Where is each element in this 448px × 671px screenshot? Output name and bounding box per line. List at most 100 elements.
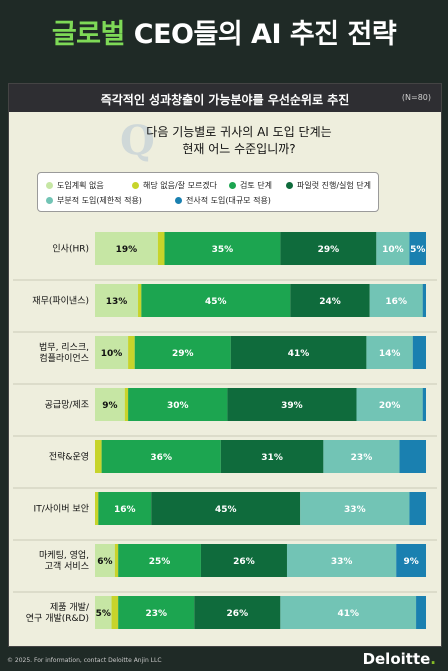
data-label: 23% xyxy=(145,609,167,619)
data-label: 20% xyxy=(379,401,401,411)
legend-swatch xyxy=(46,182,53,189)
bar-segment xyxy=(164,232,281,265)
legend-label: 도입계획 없음 xyxy=(57,181,104,190)
question-mark-icon: Q xyxy=(120,117,155,164)
bar-segment xyxy=(128,336,135,369)
bar-segment xyxy=(369,284,423,317)
bar-segment xyxy=(134,336,231,369)
chart-legend: 도입계획 없음 해당 없음/잘 모르겠다 검토 단계 파일럿 진행/실험 단계 … xyxy=(37,172,379,212)
page-title: 글로벌 CEO들의 AI 추진 전략 xyxy=(0,12,448,51)
bar-segment xyxy=(399,440,426,473)
title-highlight: 글로벌 xyxy=(51,19,126,50)
logo-dot: . xyxy=(430,650,436,668)
bar-segment xyxy=(141,284,291,317)
bar-segment xyxy=(151,492,301,525)
data-label: 10% xyxy=(382,245,404,255)
legend-swatch xyxy=(132,182,139,189)
category-label: 재무(파이낸스) xyxy=(32,296,89,307)
bar-segment xyxy=(128,388,228,421)
bar-segment xyxy=(323,440,400,473)
data-label: 33% xyxy=(344,505,366,515)
sample-size: (N=80) xyxy=(401,93,431,102)
legend-item: 해당 없음/잘 모르겠다 xyxy=(132,180,217,191)
bar-segment xyxy=(409,232,426,265)
bar-segment xyxy=(412,336,426,369)
bar-segment xyxy=(416,596,426,629)
bar-segment xyxy=(98,492,152,525)
data-label: 26% xyxy=(233,557,255,567)
bar-segment xyxy=(111,596,119,629)
bar-segment xyxy=(366,336,413,369)
bar-segment xyxy=(396,544,426,577)
category-label: 공급망/제조 xyxy=(45,400,89,411)
data-label: 19% xyxy=(116,245,138,255)
data-label: 16% xyxy=(114,505,136,515)
bar-segment xyxy=(95,492,99,525)
bar-segment xyxy=(95,544,115,577)
data-label: 33% xyxy=(331,557,353,567)
bar-segment xyxy=(124,388,129,421)
data-label: 24% xyxy=(319,297,341,307)
category-label: 법무, 리스크, 컴플라이언스 xyxy=(39,342,89,364)
bar-segment xyxy=(194,596,281,629)
data-label: 9% xyxy=(403,557,418,567)
chart-subtitle: 즉각적인 성과창출이 가능분야를 우선순위로 추진 xyxy=(100,93,350,107)
survey-question: 다음 기능별로 귀사의 AI 도입 단계는 현재 어느 수준입니까? xyxy=(146,125,332,156)
data-label: 6% xyxy=(97,557,112,567)
legend-swatch xyxy=(175,197,182,204)
bar-segment xyxy=(422,388,426,421)
bar-segment xyxy=(300,492,410,525)
category-label: IT/사이버 보안 xyxy=(34,504,89,515)
legend-label: 검토 단계 xyxy=(240,181,272,190)
bar-segment xyxy=(286,544,397,577)
bar-segment xyxy=(118,596,195,629)
data-label: 35% xyxy=(212,245,234,255)
data-label: 14% xyxy=(379,349,401,359)
legend-swatch xyxy=(229,182,236,189)
legend-item: 부분적 도입(제한적 적용) xyxy=(46,195,142,206)
bar-segment xyxy=(409,492,426,525)
bar-segment xyxy=(95,232,158,265)
bar-segment xyxy=(227,388,357,421)
footer-note: © 2025. For information, contact Deloitt… xyxy=(7,657,162,664)
deloitte-logo: Deloitte. xyxy=(363,650,436,668)
legend-label: 해당 없음/잘 모르겠다 xyxy=(143,181,218,190)
legend-item: 도입계획 없음 xyxy=(46,180,104,191)
bar-segment xyxy=(157,232,165,265)
data-label: 45% xyxy=(205,297,227,307)
legend-item: 전사적 도입(대규모 적용) xyxy=(175,195,271,206)
bar-segment xyxy=(118,544,201,577)
legend-item: 검토 단계 xyxy=(229,180,272,191)
data-label: 29% xyxy=(318,245,340,255)
bar-segment xyxy=(101,440,221,473)
data-label: 36% xyxy=(150,453,172,463)
category-label: 마케팅, 영업, 고객 서비스 xyxy=(39,550,89,572)
data-label: 31% xyxy=(261,453,283,463)
bar-segment xyxy=(114,544,119,577)
category-label: 인사(HR) xyxy=(52,244,89,255)
data-label: 23% xyxy=(351,453,373,463)
category-label: 제품 개발/연구 개발(R&D) xyxy=(26,602,90,624)
legend-swatch xyxy=(286,182,293,189)
bar-segment xyxy=(95,596,112,629)
logo-text: Deloitte xyxy=(362,650,431,668)
legend-swatch xyxy=(46,197,53,204)
bar-segment xyxy=(200,544,287,577)
data-label: 29% xyxy=(172,349,194,359)
chart-panel: 즉각적인 성과창출이 가능분야를 우선순위로 추진 (N=80) Q 다음 기능… xyxy=(8,83,442,647)
category-label: 전략&운영 xyxy=(49,451,89,463)
bar-segment xyxy=(95,388,125,421)
legend-label: 파일럿 진행/실험 단계 xyxy=(297,181,372,190)
stacked-bar-chart: 인사(HR) 19% 35% 29% 10% 5% 재무(파이낸스) 13% 45% 24% 16%… xyxy=(13,232,437,629)
bar-segment xyxy=(230,336,367,369)
data-label: 9% xyxy=(102,401,117,411)
data-label: 5% xyxy=(410,245,425,255)
data-label: 26% xyxy=(227,609,249,619)
legend-item: 파일럿 진행/실험 단계 xyxy=(286,180,371,191)
bar-segment xyxy=(95,440,102,473)
bar-segment xyxy=(376,232,410,265)
data-label: 41% xyxy=(337,609,359,619)
data-label: 13% xyxy=(106,297,128,307)
data-label: 39% xyxy=(281,401,303,411)
